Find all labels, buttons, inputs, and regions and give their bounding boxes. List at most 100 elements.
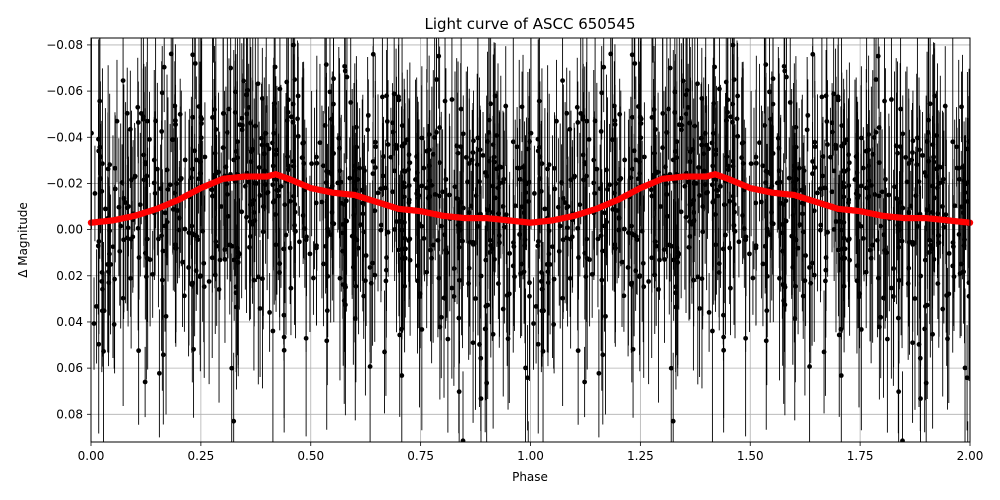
observation-point: [130, 234, 136, 240]
observation-point: [206, 279, 212, 284]
observation-point: [603, 313, 608, 319]
observation-point: [354, 237, 360, 243]
observation-point: [349, 233, 355, 239]
observation-point: [866, 132, 872, 137]
observation-point: [538, 278, 544, 284]
observation-point: [357, 165, 363, 171]
observation-point: [897, 227, 902, 233]
observation-point: [781, 63, 787, 69]
observation-point: [863, 269, 869, 275]
observation-point: [870, 151, 876, 157]
observation-point: [739, 155, 745, 161]
x-axis-title: Phase: [512, 470, 548, 484]
observation-point: [546, 162, 552, 168]
observation-point: [863, 148, 869, 154]
observation-point: [786, 175, 792, 181]
observation-point: [660, 145, 666, 151]
observation-point: [399, 143, 405, 149]
observation-point: [691, 277, 696, 283]
tick-labels: 0.00 0.25 0.50 0.75 1.00 1.25 1.50 1.75 2.00 −0.0…: [46, 38, 983, 463]
observation-point: [266, 146, 272, 152]
observation-point: [648, 187, 654, 193]
observation-point: [537, 154, 543, 160]
observation-point: [164, 167, 170, 173]
observation-point: [399, 373, 405, 378]
observation-point: [699, 276, 705, 282]
observation-point: [478, 396, 484, 401]
observation-point: [278, 183, 284, 189]
observation-point: [900, 438, 905, 442]
observation-point: [706, 146, 711, 152]
observation-point: [156, 370, 162, 376]
observation-point: [452, 184, 458, 190]
observation-point: [271, 130, 277, 136]
observation-point: [501, 176, 507, 182]
observation-point: [427, 178, 433, 184]
observation-point: [684, 87, 690, 93]
observation-point: [866, 178, 872, 184]
observation-point: [252, 123, 258, 129]
observation-point: [795, 245, 801, 251]
observation-point: [596, 370, 602, 376]
observation-point: [159, 277, 165, 283]
observation-point: [575, 120, 581, 125]
observation-point: [818, 222, 824, 228]
observation-point: [487, 250, 493, 255]
observation-point: [783, 198, 789, 204]
observation-point: [359, 187, 365, 193]
observation-point: [417, 294, 422, 300]
observation-point: [600, 248, 605, 254]
x-tick-label: 0.00: [78, 449, 105, 463]
observation-point: [442, 98, 448, 104]
observation-point: [449, 97, 455, 102]
observation-point: [468, 203, 474, 209]
observation-point: [277, 86, 283, 92]
observation-point: [912, 296, 918, 301]
observation-point: [344, 74, 350, 80]
observation-point: [607, 182, 612, 188]
observation-point: [209, 187, 215, 193]
observation-point: [471, 138, 476, 144]
observation-point: [957, 176, 962, 182]
observation-point: [519, 261, 525, 267]
observation-point: [406, 200, 412, 206]
observation-point: [365, 112, 371, 118]
observation-point: [201, 260, 207, 266]
observation-point: [161, 64, 167, 70]
y-axis-title: Δ Magnitude: [16, 202, 30, 278]
observation-point: [246, 105, 252, 110]
observation-point: [560, 295, 566, 301]
observation-point: [735, 93, 741, 99]
observation-point: [872, 192, 878, 197]
observation-point: [400, 256, 406, 261]
observation-point: [582, 379, 588, 385]
observation-point: [382, 185, 388, 191]
observation-point: [653, 243, 659, 249]
observation-point: [483, 257, 489, 263]
observation-point: [793, 237, 799, 243]
observation-point: [656, 286, 661, 292]
observation-point: [770, 101, 776, 107]
observation-point: [555, 204, 561, 210]
observation-point: [923, 173, 929, 179]
observation-point: [282, 202, 288, 208]
observation-point: [823, 255, 829, 261]
observation-point: [572, 173, 578, 179]
observation-point: [517, 176, 523, 182]
observation-point: [716, 261, 722, 267]
observation-point: [562, 200, 568, 206]
observation-point: [883, 176, 888, 182]
observation-point: [521, 269, 527, 275]
observation-point: [569, 234, 575, 240]
observation-point: [622, 226, 627, 232]
observation-point: [873, 77, 879, 82]
observation-point: [239, 209, 245, 215]
observation-point: [270, 163, 276, 169]
observation-point: [796, 165, 802, 171]
observation-point: [612, 122, 618, 127]
observation-point: [774, 180, 780, 186]
observation-point: [292, 209, 298, 215]
observation-point: [743, 234, 749, 240]
observation-point: [140, 116, 146, 122]
observation-point: [882, 98, 887, 104]
